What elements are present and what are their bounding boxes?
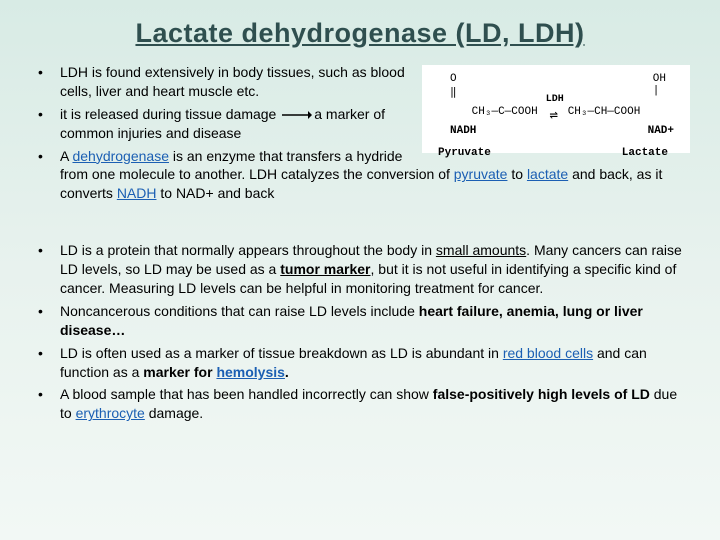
bullet-list-top: LDH is found extensively in body tissues…	[28, 63, 692, 203]
bullet-item: it is released during tissue damage a ma…	[28, 105, 692, 143]
slide-title: Lactate dehydrogenase (LD, LDH)	[28, 18, 692, 49]
bullet-item: LD is a protein that normally appears th…	[28, 241, 692, 298]
bullet-item: Noncancerous conditions that can raise L…	[28, 302, 692, 340]
bullet-item: LDH is found extensively in body tissues…	[28, 63, 692, 101]
bullet-item: LD is often used as a marker of tissue b…	[28, 344, 692, 382]
bullet-item: A dehydrogenase is an enzyme that transf…	[28, 147, 692, 204]
bullet-item: A blood sample that has been handled inc…	[28, 385, 692, 423]
bullet-list-bottom: LD is a protein that normally appears th…	[28, 241, 692, 423]
